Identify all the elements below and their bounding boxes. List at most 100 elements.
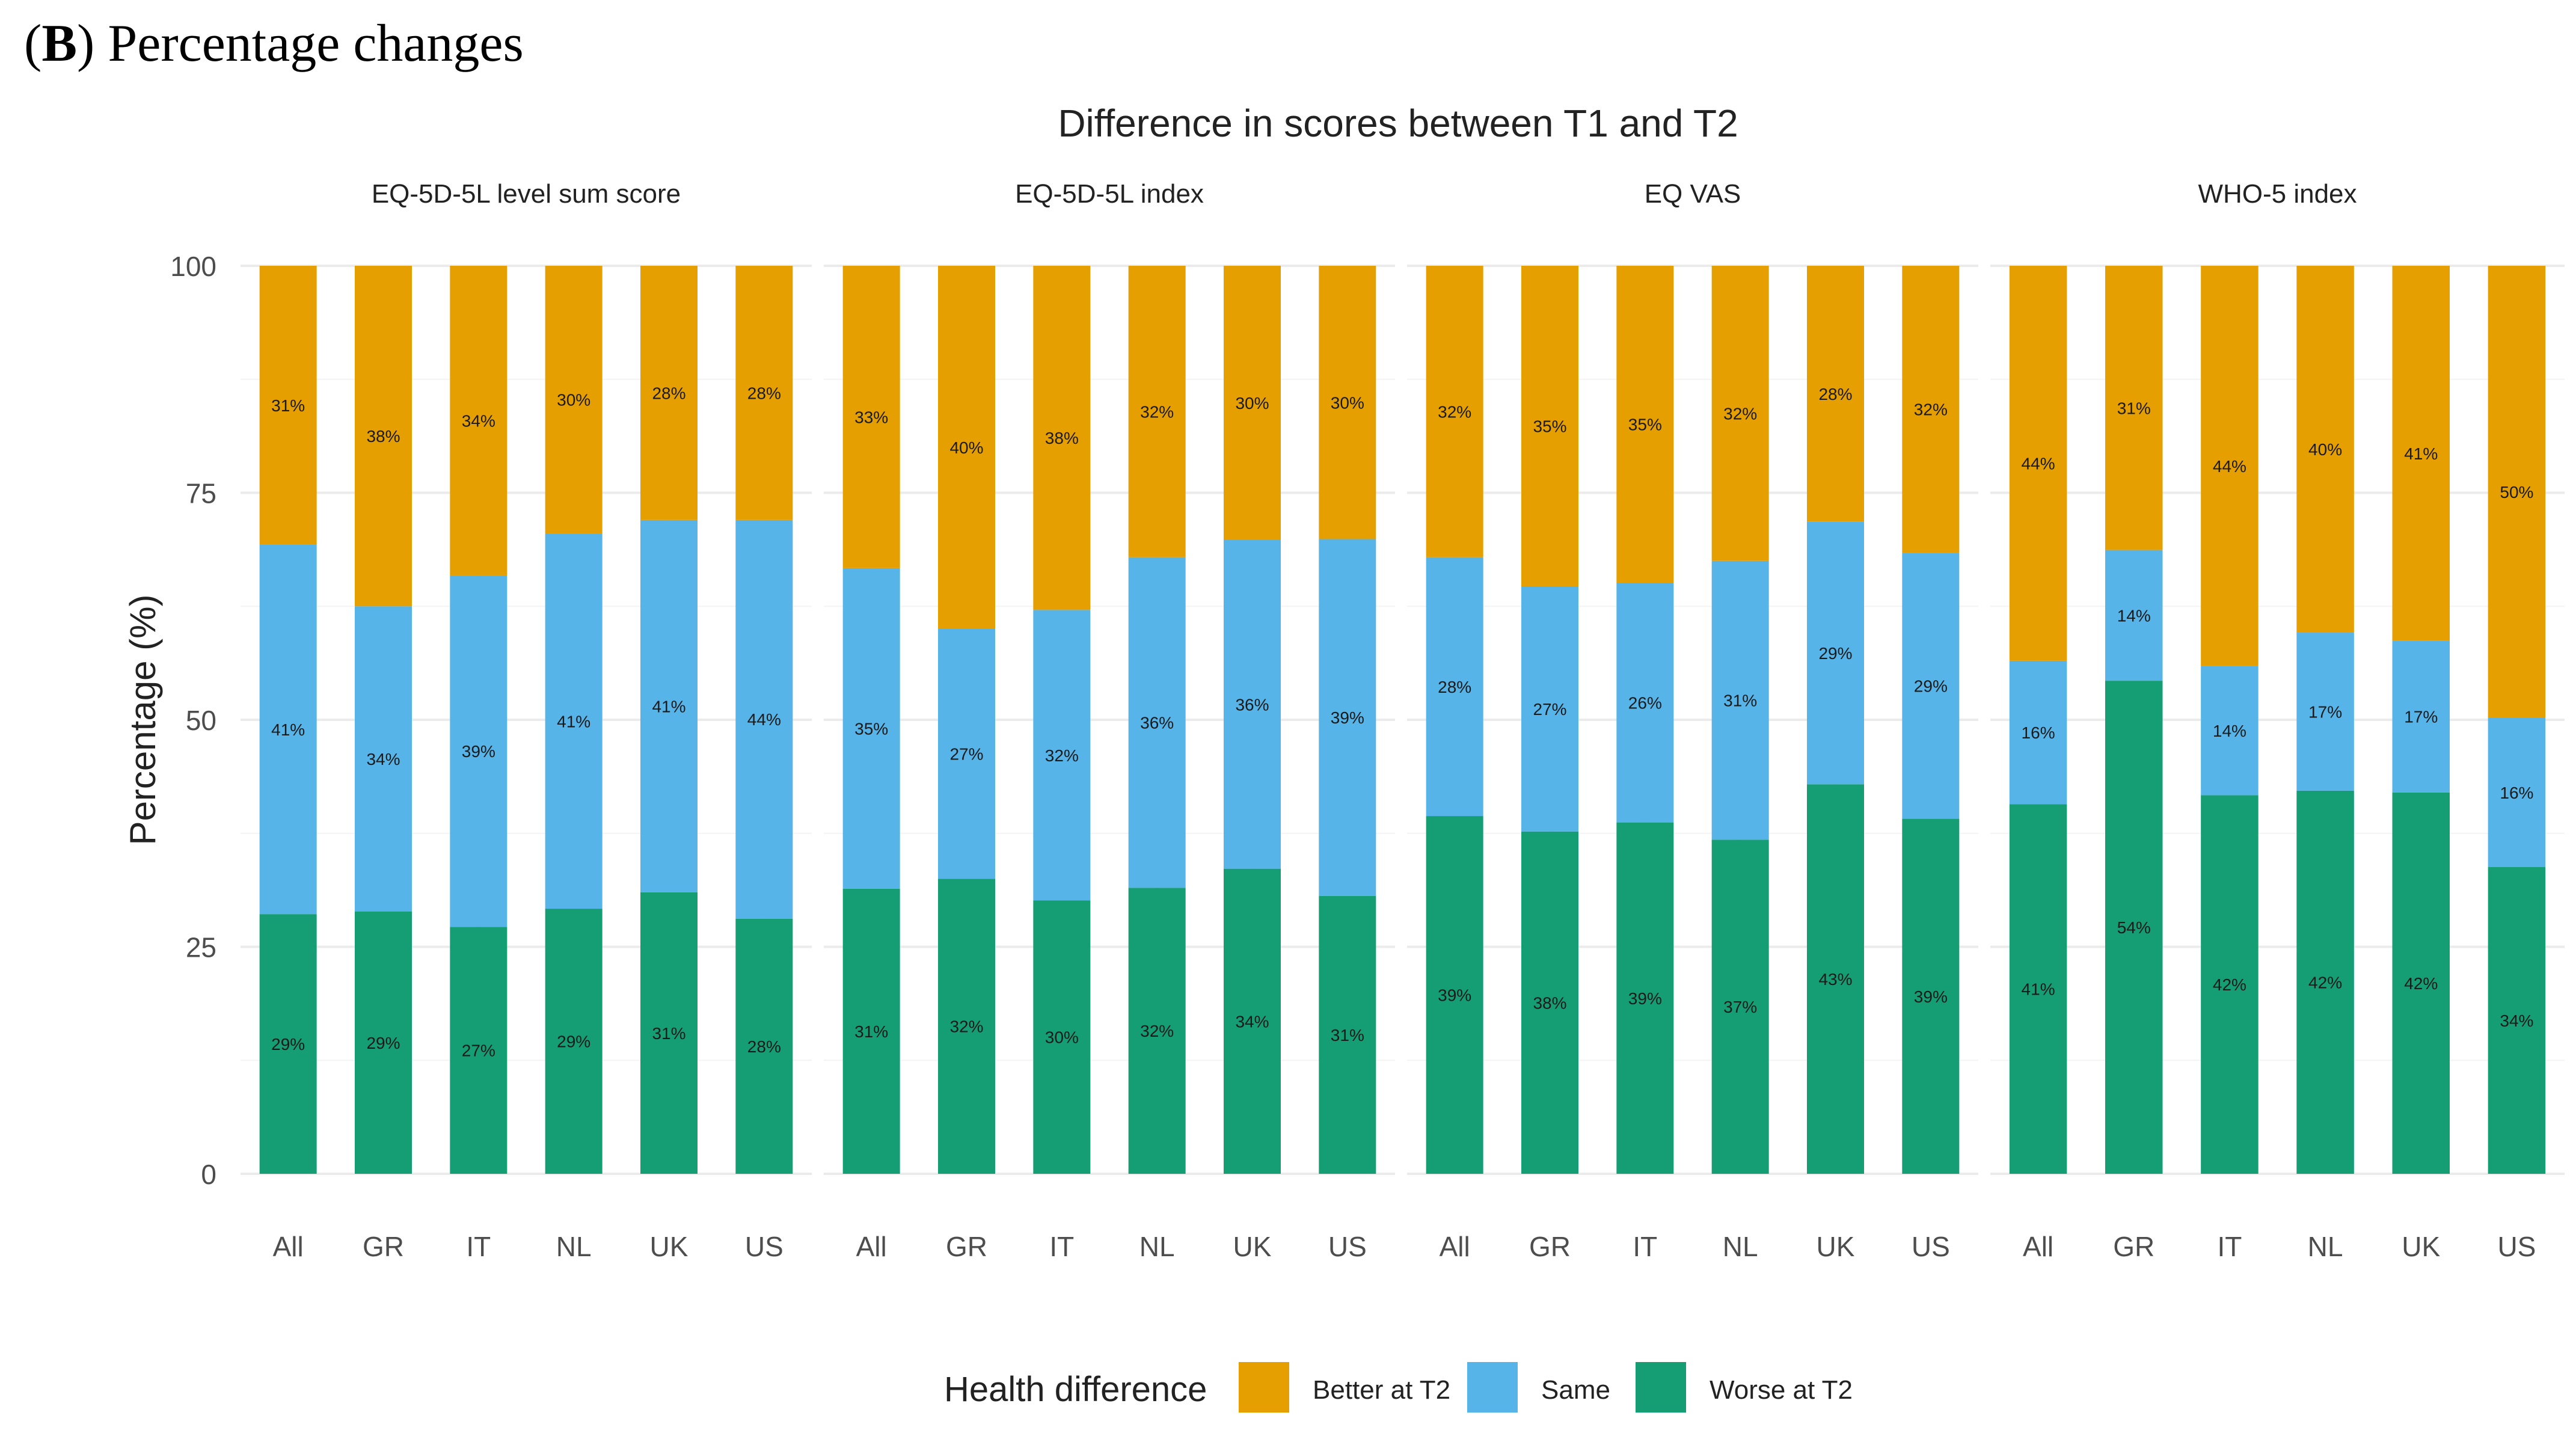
x-tick-label: NL xyxy=(556,1231,592,1262)
data-label: 30% xyxy=(1331,393,1364,412)
bar-segment-worse-at-t2 xyxy=(1033,900,1091,1174)
bar-segment-worse-at-t2 xyxy=(2009,804,2067,1174)
data-label: 34% xyxy=(462,411,495,430)
bar-segment-worse-at-t2 xyxy=(938,879,995,1174)
data-label: 29% xyxy=(1914,677,1948,695)
data-label: 32% xyxy=(1438,402,1471,421)
data-label: 44% xyxy=(2022,454,2055,473)
data-label: 34% xyxy=(2500,1011,2533,1030)
x-tick-label: All xyxy=(2023,1231,2053,1262)
legend-label-same: Same xyxy=(1541,1375,1610,1405)
data-label: 42% xyxy=(2404,974,2438,993)
data-label: 27% xyxy=(1533,700,1566,719)
bar-segment-same xyxy=(2009,660,2067,805)
bar-segment-same xyxy=(938,629,995,879)
data-label: 35% xyxy=(854,719,888,738)
data-label: 39% xyxy=(1914,987,1948,1006)
bar-segment-same xyxy=(842,568,900,889)
data-label: 38% xyxy=(366,427,400,446)
bar-segment-better-at-t2 xyxy=(735,266,793,520)
data-label: 38% xyxy=(1533,993,1566,1012)
bar-segment-worse-at-t2 xyxy=(1711,839,1769,1174)
bar-segment-better-at-t2 xyxy=(2201,266,2259,666)
bar-segment-same xyxy=(2201,666,2259,796)
bar-segment-worse-at-t2 xyxy=(735,918,793,1174)
bar-segment-better-at-t2 xyxy=(1807,266,1864,522)
bar-segment-same xyxy=(1902,553,1960,819)
x-tick-label: NL xyxy=(1139,1231,1175,1262)
legend-swatch-better-at-t2 xyxy=(1239,1362,1289,1413)
data-label: 33% xyxy=(854,408,888,426)
bar-segment-same xyxy=(355,606,412,912)
bar-segment-same xyxy=(2105,550,2163,681)
bar-segment-same xyxy=(1426,557,1483,817)
bar-segment-better-at-t2 xyxy=(355,266,412,607)
bar-segment-same xyxy=(2392,640,2450,793)
x-tick-label: UK xyxy=(650,1231,688,1262)
data-label: 38% xyxy=(1045,429,1079,447)
x-tick-label: GR xyxy=(946,1231,987,1262)
data-label: 14% xyxy=(2213,722,2246,740)
data-label: 32% xyxy=(1914,400,1948,419)
bar-segment-same xyxy=(1711,560,1769,840)
bar-segment-better-at-t2 xyxy=(450,266,508,575)
bar-segment-better-at-t2 xyxy=(545,266,603,534)
data-label: 29% xyxy=(271,1035,305,1054)
data-label: 29% xyxy=(366,1034,400,1052)
data-label: 54% xyxy=(2117,918,2151,937)
bar-segment-better-at-t2 xyxy=(259,266,317,545)
data-label: 43% xyxy=(1818,970,1852,989)
bar-segment-worse-at-t2 xyxy=(545,909,603,1174)
x-tick-label: NL xyxy=(2308,1231,2343,1262)
data-label: 27% xyxy=(949,745,983,764)
data-label: 35% xyxy=(1533,417,1566,436)
bar-segment-same xyxy=(2488,717,2546,867)
legend-swatch-same xyxy=(1467,1362,1518,1413)
x-tick-label: IT xyxy=(1633,1231,1657,1262)
bar-segment-worse-at-t2 xyxy=(1426,816,1483,1174)
data-label: 36% xyxy=(1140,714,1174,732)
x-tick-label: US xyxy=(1912,1231,1950,1262)
data-label: 44% xyxy=(2213,457,2246,476)
data-label: 41% xyxy=(2404,444,2438,463)
data-label: 32% xyxy=(1045,746,1079,765)
data-label: 42% xyxy=(2308,973,2342,992)
data-label: 44% xyxy=(747,710,781,729)
bar-segment-same xyxy=(735,520,793,919)
bar-segment-worse-at-t2 xyxy=(2488,867,2546,1174)
data-label: 41% xyxy=(2022,980,2055,999)
bar-segment-same xyxy=(1319,539,1376,896)
bar-segment-worse-at-t2 xyxy=(1902,818,1960,1174)
bar-segment-better-at-t2 xyxy=(842,266,900,568)
data-label: 31% xyxy=(854,1022,888,1041)
x-tick-label: US xyxy=(1328,1231,1367,1262)
legend-title: Health difference xyxy=(944,1370,1207,1409)
y-tick-label-0: 0 xyxy=(201,1159,216,1190)
legend-swatch-worse-at-t2 xyxy=(1636,1362,1686,1413)
bar-segment-same xyxy=(1033,610,1091,901)
bar-segment-better-at-t2 xyxy=(2392,266,2450,641)
bar-segment-worse-at-t2 xyxy=(2392,792,2450,1174)
bar-segment-worse-at-t2 xyxy=(1521,831,1578,1174)
data-label: 17% xyxy=(2404,708,2438,726)
x-tick-label: IT xyxy=(2217,1231,2242,1262)
x-tick-label: GR xyxy=(1529,1231,1571,1262)
data-label: 17% xyxy=(2308,702,2342,721)
x-tick-label: All xyxy=(1440,1231,1470,1262)
chart-title: Difference in scores between T1 and T2 xyxy=(1058,102,1738,145)
bar-segment-worse-at-t2 xyxy=(1807,784,1864,1174)
data-label: 31% xyxy=(271,396,305,415)
bar-segment-worse-at-t2 xyxy=(1128,888,1186,1174)
bar-segment-better-at-t2 xyxy=(2105,266,2163,550)
x-tick-label: UK xyxy=(1233,1231,1272,1262)
facet-title: EQ-5D-5L level sum score xyxy=(372,179,681,209)
data-label: 40% xyxy=(2308,440,2342,459)
facet-title: EQ VAS xyxy=(1645,179,1741,209)
data-label: 31% xyxy=(652,1024,685,1043)
data-label: 28% xyxy=(1438,678,1471,696)
data-label: 39% xyxy=(1628,989,1662,1008)
bar-segment-better-at-t2 xyxy=(1426,266,1483,557)
panel-open-paren: ( xyxy=(24,14,42,73)
bar-segment-same xyxy=(2296,633,2354,791)
data-label: 31% xyxy=(2117,399,2151,417)
